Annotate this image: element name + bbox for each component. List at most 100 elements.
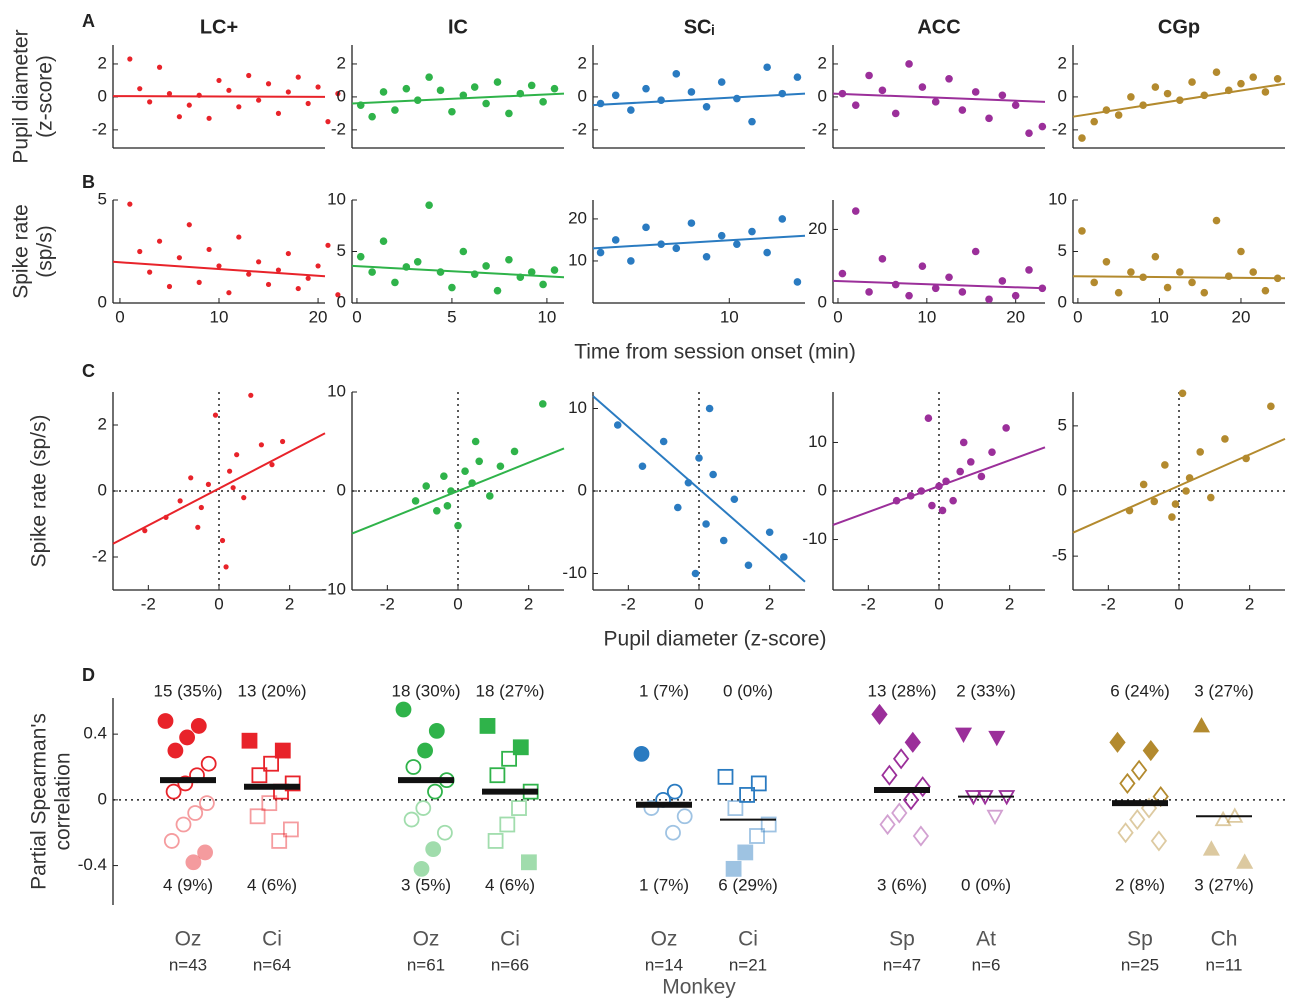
point bbox=[425, 73, 433, 81]
n-label: n=61 bbox=[407, 955, 445, 974]
point bbox=[188, 475, 194, 481]
y-tick-label: 10 bbox=[327, 189, 346, 208]
point bbox=[127, 201, 133, 207]
y-axis-label: (sp/s) bbox=[34, 225, 57, 278]
fit-line bbox=[1072, 437, 1286, 534]
point bbox=[879, 813, 896, 836]
point bbox=[501, 750, 518, 767]
point bbox=[493, 286, 502, 295]
x-tick-label: 20 bbox=[309, 307, 328, 326]
point bbox=[157, 713, 174, 729]
point bbox=[246, 72, 252, 79]
point bbox=[230, 485, 236, 491]
point bbox=[672, 244, 681, 253]
point bbox=[315, 263, 321, 269]
point bbox=[261, 795, 278, 812]
point bbox=[142, 528, 148, 534]
point bbox=[851, 101, 860, 109]
x-tick-label: 10 bbox=[917, 307, 936, 326]
count-label: 1 (7%) bbox=[639, 875, 689, 894]
point bbox=[1129, 808, 1146, 831]
x-tick-label: -2 bbox=[1101, 594, 1116, 613]
point bbox=[402, 84, 411, 93]
count-label: 3 (27%) bbox=[1194, 875, 1254, 894]
point bbox=[691, 569, 700, 578]
point bbox=[931, 284, 940, 293]
n-label: n=43 bbox=[169, 955, 207, 974]
panel-label: A bbox=[82, 11, 95, 31]
point bbox=[137, 86, 143, 92]
fit-line bbox=[592, 395, 806, 583]
point bbox=[1025, 266, 1033, 274]
point bbox=[918, 262, 927, 271]
point bbox=[216, 77, 222, 84]
point bbox=[881, 764, 898, 786]
point bbox=[425, 201, 433, 209]
point bbox=[642, 223, 650, 232]
points bbox=[1192, 717, 1254, 869]
fit-line bbox=[592, 92, 806, 107]
point bbox=[1150, 830, 1168, 852]
x-tick-label: 20 bbox=[1006, 307, 1025, 326]
point bbox=[971, 88, 980, 96]
x-tick-label: 2 bbox=[524, 594, 533, 613]
point bbox=[1261, 88, 1270, 96]
y-tick-label: 2 bbox=[818, 53, 827, 72]
point bbox=[550, 266, 559, 274]
point bbox=[411, 497, 420, 505]
point bbox=[949, 496, 957, 505]
y-tick-label: -5 bbox=[1052, 546, 1067, 565]
column-title: LC+ bbox=[200, 16, 238, 38]
y-axis-label: (z-score) bbox=[34, 55, 57, 138]
point bbox=[954, 727, 973, 743]
point bbox=[918, 83, 927, 91]
point bbox=[335, 292, 341, 298]
point bbox=[695, 454, 703, 462]
category-label: Oz bbox=[175, 928, 202, 951]
point bbox=[1151, 252, 1160, 261]
point bbox=[295, 74, 301, 80]
point bbox=[904, 731, 921, 753]
point bbox=[733, 240, 741, 248]
point bbox=[166, 283, 173, 290]
point bbox=[778, 89, 787, 98]
y-tick-label: 0 bbox=[98, 292, 107, 311]
point bbox=[216, 263, 222, 269]
point bbox=[197, 844, 214, 861]
count-label: 3 (6%) bbox=[877, 875, 927, 894]
point bbox=[666, 783, 683, 800]
points bbox=[871, 703, 931, 847]
point bbox=[269, 462, 275, 468]
point bbox=[1127, 268, 1135, 276]
fit-line bbox=[112, 260, 326, 278]
y-tick-label: -2 bbox=[92, 546, 107, 565]
point bbox=[892, 748, 910, 770]
y-tick-label: 10 bbox=[808, 432, 827, 451]
y-tick-label: 5 bbox=[337, 241, 346, 260]
n-label: n=6 bbox=[972, 955, 1001, 974]
point bbox=[198, 795, 215, 812]
points bbox=[127, 201, 341, 298]
point bbox=[1114, 288, 1123, 297]
points bbox=[479, 718, 539, 871]
count-label: 0 (0%) bbox=[723, 681, 773, 700]
count-label: 2 (8%) bbox=[1115, 875, 1165, 894]
point bbox=[325, 119, 331, 125]
y-tick-label: 20 bbox=[568, 208, 587, 227]
count-label: 0 (0%) bbox=[961, 875, 1011, 894]
x-tick-label: 0 bbox=[1174, 594, 1183, 613]
point bbox=[271, 833, 288, 849]
point bbox=[479, 718, 496, 734]
point bbox=[998, 277, 1007, 285]
point bbox=[156, 238, 163, 244]
y-tick-label: -2 bbox=[92, 119, 107, 138]
y-tick-label: 20 bbox=[808, 219, 827, 238]
y-tick-label: 2 bbox=[98, 414, 107, 433]
point bbox=[851, 207, 860, 215]
point bbox=[596, 248, 605, 257]
count-label: 13 (20%) bbox=[238, 681, 307, 700]
point bbox=[914, 776, 931, 798]
point bbox=[928, 501, 936, 510]
point bbox=[878, 86, 887, 95]
point bbox=[687, 88, 696, 96]
